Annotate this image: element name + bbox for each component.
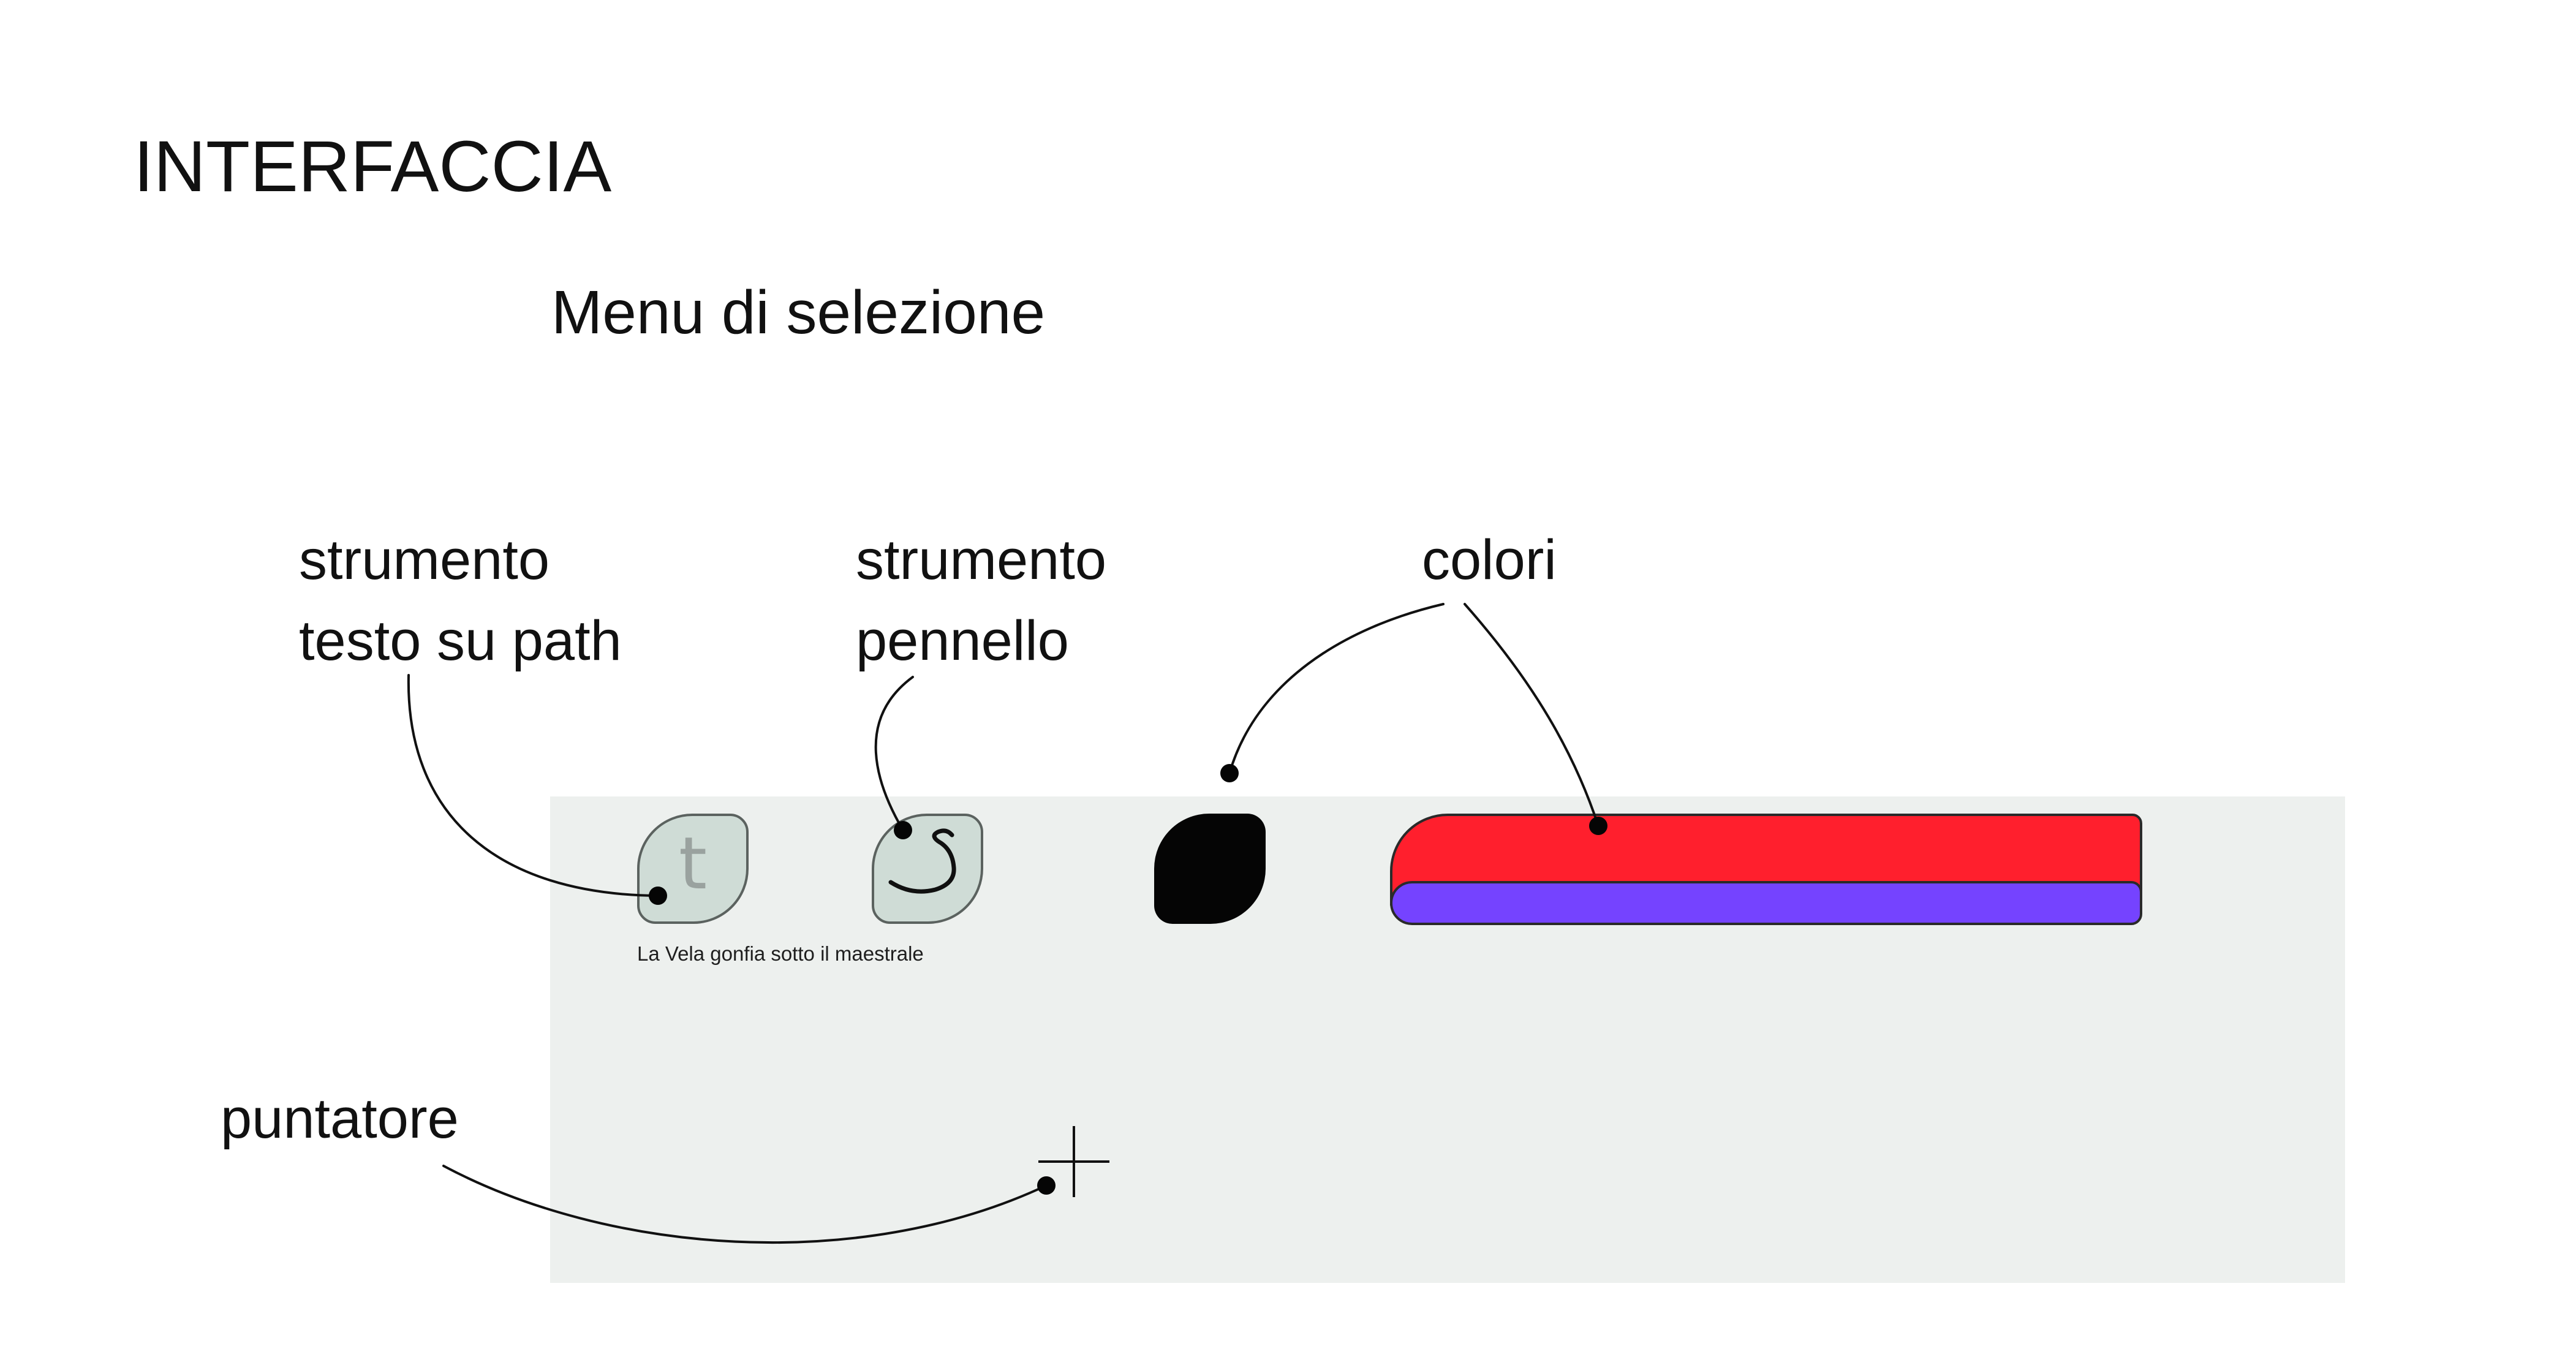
page-title: INTERFACCIA — [134, 126, 612, 207]
callout-text-tool-line-1: strumento — [299, 529, 550, 591]
active-color-swatch[interactable] — [1154, 814, 1266, 924]
sample-path-text: La Vela gonfia sotto il maestrale — [637, 942, 924, 965]
text-path-tool-button[interactable]: t — [637, 814, 749, 924]
callout-text-tool-line-2: testo su path — [299, 610, 622, 672]
callout-brush-tool-line-1: strumento — [856, 529, 1107, 591]
purple-color-option[interactable] — [1390, 881, 2142, 925]
callout-pointer-line-1: puntatore — [221, 1087, 459, 1150]
brush-tool-button[interactable] — [872, 814, 983, 924]
crosshair-pointer-icon[interactable] — [1038, 1126, 1109, 1197]
callout-colors: colori — [1422, 520, 1557, 600]
callout-brush-tool: strumento pennello — [856, 520, 1106, 681]
text-path-icon: t — [678, 821, 708, 906]
callout-pointer: puntatore — [221, 1078, 459, 1159]
leader-colors-active-dot — [1220, 764, 1239, 782]
section-subtitle: Menu di selezione — [551, 278, 1046, 347]
callout-colors-line-1: colori — [1422, 529, 1557, 591]
color-palette[interactable] — [1390, 814, 2142, 925]
brush-icon — [888, 828, 956, 894]
leader-colors-palette — [1464, 603, 1600, 827]
callout-brush-tool-line-2: pennello — [856, 610, 1069, 672]
leader-colors-active — [1228, 603, 1445, 774]
callout-text-tool: strumento testo su path — [299, 520, 622, 681]
